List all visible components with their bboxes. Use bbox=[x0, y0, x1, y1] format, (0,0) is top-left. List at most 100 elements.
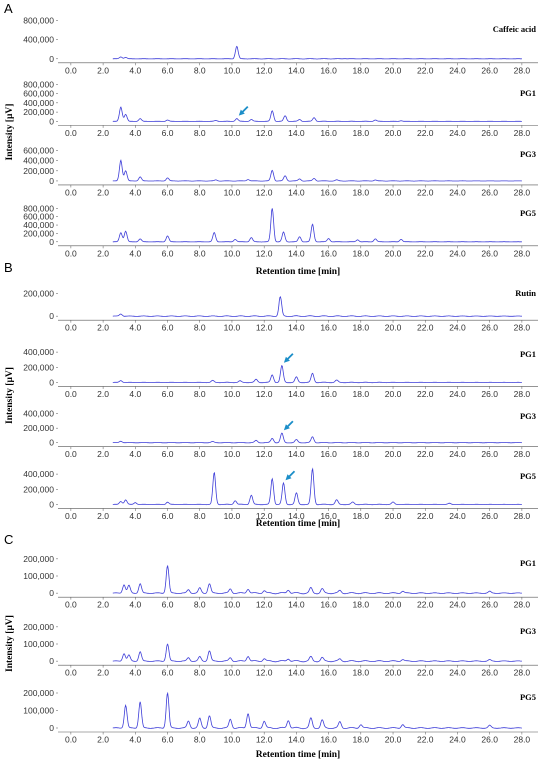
x-tick-label: 16.0 bbox=[320, 323, 337, 333]
x-tick-label: 18.0 bbox=[353, 735, 370, 745]
y-tick-label: 400,000 bbox=[23, 35, 54, 45]
y-tick-label: 0 bbox=[49, 438, 54, 448]
x-tick-label: 4.0 bbox=[129, 735, 141, 745]
x-tick-label: 8.0 bbox=[194, 389, 206, 399]
y-tick-label: 200,000 bbox=[23, 288, 54, 298]
x-tick-label: 28.0 bbox=[514, 600, 531, 610]
x-tick-label: 26.0 bbox=[481, 187, 498, 197]
y-tick-label: 200,000 bbox=[23, 107, 54, 117]
y-tick-label: 100,000 bbox=[23, 571, 54, 581]
x-tick-label: 0.0 bbox=[65, 600, 77, 610]
x-tick-label: 2.0 bbox=[97, 248, 109, 258]
chromatogram-rutin: 0.0 2.0 4.0 6.0 8.0 10.0 12.0 14.0 16.0 18.0 20.0 2… bbox=[23, 288, 538, 333]
x-tick-label: 24.0 bbox=[449, 248, 466, 258]
x-tick-label: 26.0 bbox=[481, 248, 498, 258]
x-tick-label: 28.0 bbox=[514, 187, 531, 197]
x-tick-label: 24.0 bbox=[449, 128, 466, 138]
x-tick-label: 16.0 bbox=[320, 65, 337, 75]
series-label: PG3 bbox=[520, 626, 536, 636]
x-tick-label: 8.0 bbox=[194, 248, 206, 258]
x-tick-label: 16.0 bbox=[320, 511, 337, 521]
series-label: PG1 bbox=[520, 88, 536, 98]
x-tick-label: 16.0 bbox=[320, 389, 337, 399]
series-label: PG5 bbox=[520, 208, 536, 218]
x-tick-label: 14.0 bbox=[288, 511, 305, 521]
x-tick-label: 20.0 bbox=[385, 128, 402, 138]
x-tick-label: 28.0 bbox=[514, 668, 531, 678]
x-tick-label: 14.0 bbox=[288, 735, 305, 745]
y-tick-label: 0 bbox=[49, 588, 54, 598]
x-tick-label: 2.0 bbox=[97, 128, 109, 138]
x-tick-label: 22.0 bbox=[417, 187, 434, 197]
x-tick-label: 4.0 bbox=[129, 511, 141, 521]
x-tick-label: 4.0 bbox=[129, 600, 141, 610]
x-tick-label: 20.0 bbox=[385, 389, 402, 399]
x-tick-label: 6.0 bbox=[162, 128, 174, 138]
chromatogram-pg3: 0.0 2.0 4.0 6.0 8.0 10.0 12.0 14.0 16.0 18.0 20.0 2… bbox=[23, 409, 538, 459]
x-tick-label: 20.0 bbox=[385, 735, 402, 745]
y-tick-label: 0 bbox=[49, 311, 54, 321]
series-label: PG3 bbox=[520, 411, 536, 421]
x-tick-label: 20.0 bbox=[385, 248, 402, 258]
x-tick-label: 6.0 bbox=[162, 389, 174, 399]
x-tick-label: 2.0 bbox=[97, 600, 109, 610]
y-axis-title: Intensity [µV] bbox=[5, 104, 15, 161]
y-tick-label: 0 bbox=[49, 237, 54, 247]
y-tick-label: 200,000 bbox=[23, 166, 54, 176]
chromatogram-caffeic-acid: 0.0 2.0 4.0 6.0 8.0 10.0 12.0 14.0 16.0 18.0 20.0 2… bbox=[23, 15, 538, 75]
x-tick-label: 22.0 bbox=[417, 668, 434, 678]
x-tick-label: 4.0 bbox=[129, 248, 141, 258]
panel-C: C 0.0 2.0 4.0 6.0 8.0 10.0 12.0 14.0 16.0 18.0 20.0… bbox=[4, 532, 538, 760]
x-tick-label: 28.0 bbox=[514, 511, 531, 521]
x-tick-label: 26.0 bbox=[481, 511, 498, 521]
x-tick-label: 18.0 bbox=[353, 128, 370, 138]
x-tick-label: 20.0 bbox=[385, 511, 402, 521]
y-axis-title: Intensity [µV] bbox=[5, 367, 15, 424]
chromatogram-trace bbox=[112, 106, 522, 122]
x-tick-label: 20.0 bbox=[385, 65, 402, 75]
x-tick-label: 24.0 bbox=[449, 187, 466, 197]
x-tick-label: 24.0 bbox=[449, 449, 466, 459]
x-tick-label: 6.0 bbox=[162, 600, 174, 610]
y-tick-label: 800,000 bbox=[23, 15, 54, 25]
x-tick-label: 6.0 bbox=[162, 511, 174, 521]
x-tick-label: 14.0 bbox=[288, 600, 305, 610]
x-tick-label: 8.0 bbox=[194, 735, 206, 745]
chromatogram-trace bbox=[112, 564, 522, 595]
y-axis-title: Intensity [µV] bbox=[5, 615, 15, 672]
peak-arrow-icon bbox=[283, 420, 294, 431]
x-tick-label: 12.0 bbox=[256, 449, 273, 459]
x-tick-label: 28.0 bbox=[514, 389, 531, 399]
x-tick-label: 20.0 bbox=[385, 187, 402, 197]
y-tick-label: 200,000 bbox=[23, 484, 54, 494]
x-tick-label: 20.0 bbox=[385, 668, 402, 678]
x-tick-label: 14.0 bbox=[288, 449, 305, 459]
panel-letter: B bbox=[4, 260, 13, 275]
x-tick-label: 28.0 bbox=[514, 65, 531, 75]
chromatogram-trace bbox=[112, 643, 522, 663]
x-tick-label: 24.0 bbox=[449, 323, 466, 333]
x-tick-label: 2.0 bbox=[97, 449, 109, 459]
x-tick-label: 18.0 bbox=[353, 389, 370, 399]
y-tick-label: 200,000 bbox=[23, 362, 54, 372]
y-tick-label: 800,000 bbox=[23, 79, 54, 89]
x-tick-label: 16.0 bbox=[320, 735, 337, 745]
x-tick-label: 2.0 bbox=[97, 389, 109, 399]
x-tick-label: 12.0 bbox=[256, 668, 273, 678]
x-tick-label: 0.0 bbox=[65, 511, 77, 521]
x-tick-label: 24.0 bbox=[449, 600, 466, 610]
x-tick-label: 12.0 bbox=[256, 187, 273, 197]
x-tick-label: 14.0 bbox=[288, 248, 305, 258]
x-tick-label: 26.0 bbox=[481, 668, 498, 678]
x-tick-label: 4.0 bbox=[129, 65, 141, 75]
x-tick-label: 14.0 bbox=[288, 65, 305, 75]
x-tick-label: 22.0 bbox=[417, 449, 434, 459]
x-tick-label: 8.0 bbox=[194, 187, 206, 197]
x-tick-label: 28.0 bbox=[514, 735, 531, 745]
x-tick-label: 22.0 bbox=[417, 248, 434, 258]
x-tick-label: 8.0 bbox=[194, 449, 206, 459]
chromatogram-trace bbox=[112, 432, 522, 444]
y-tick-label: 0 bbox=[49, 656, 54, 666]
x-tick-label: 20.0 bbox=[385, 600, 402, 610]
x-tick-label: 22.0 bbox=[417, 511, 434, 521]
